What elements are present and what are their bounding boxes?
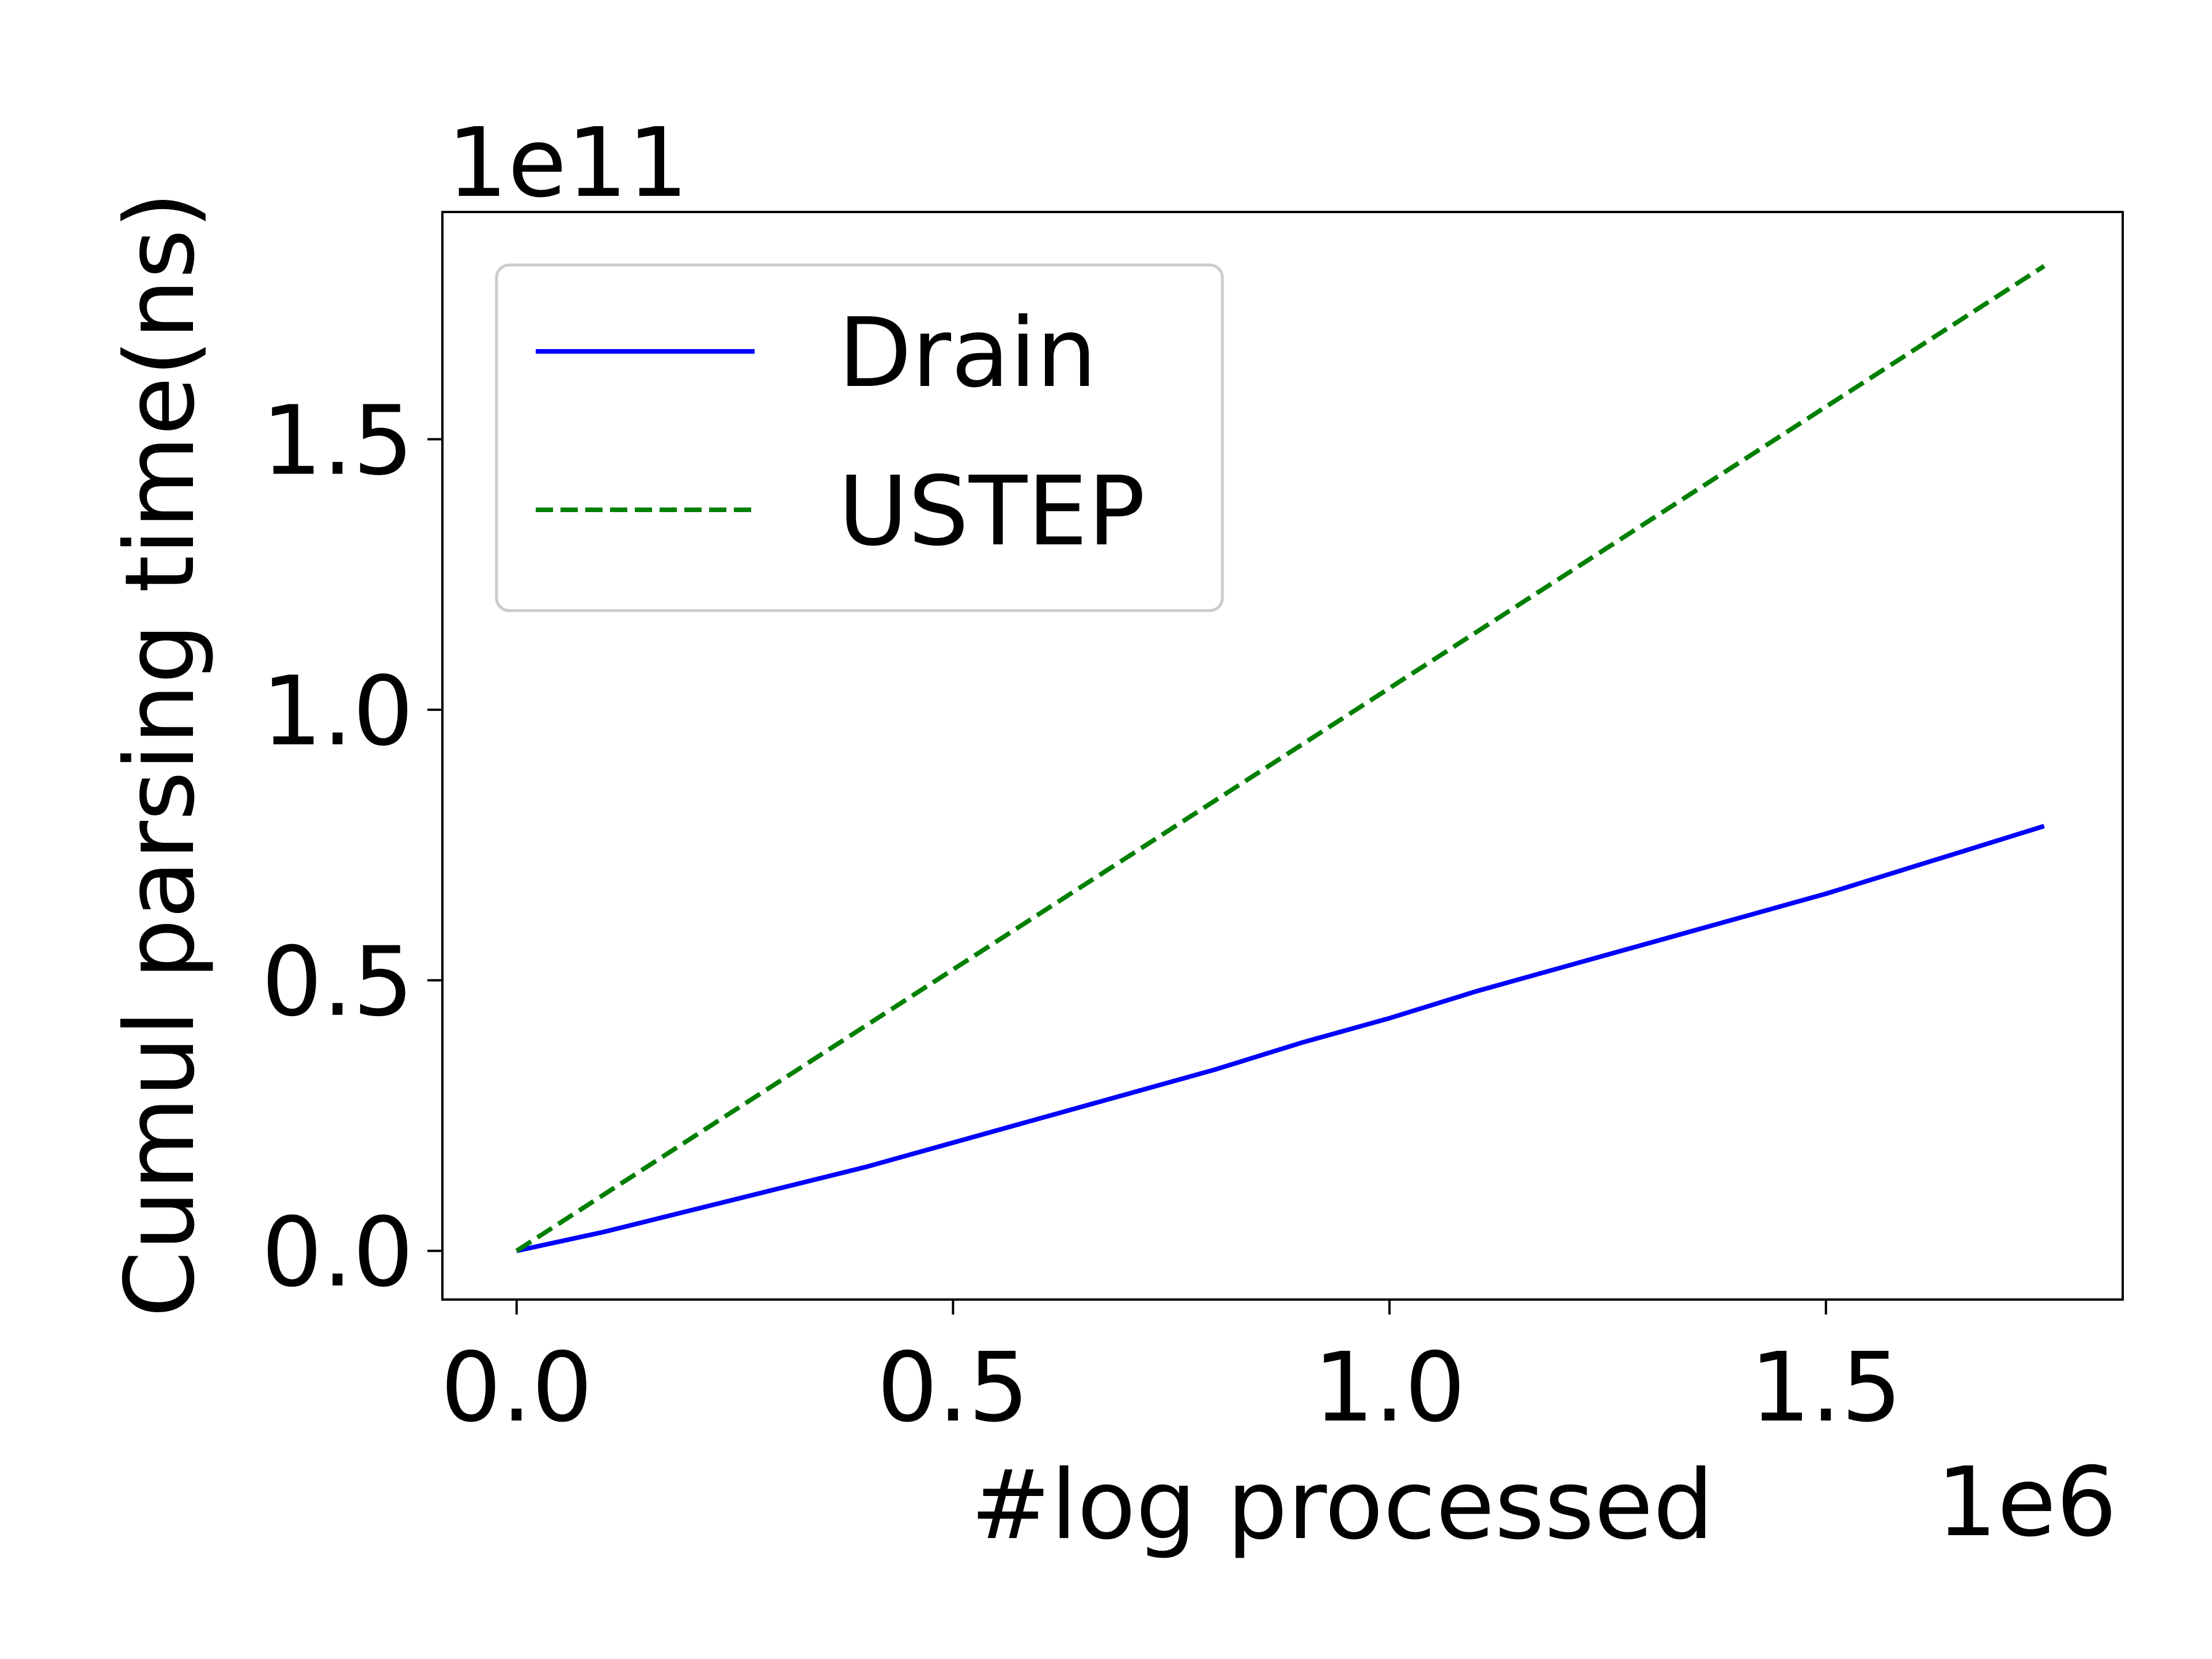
x-tick-label: 1.0 <box>1313 1332 1465 1444</box>
x-tick-label: 0.0 <box>441 1332 593 1444</box>
y-tick-label: 1.0 <box>262 656 414 767</box>
x-axis-offset-label: 1e6 <box>1937 1447 2117 1558</box>
y-axis-label: Cumul parsing time(ns) <box>105 192 216 1317</box>
y-tick-label: 1.5 <box>262 386 414 497</box>
legend-label-drain: Drain <box>838 298 1097 409</box>
x-axis-label: #log processed <box>971 1450 1714 1561</box>
y-axis-ticks: 0.0 0.5 1.0 1.5 <box>262 386 442 1308</box>
axes-frame <box>441 211 2124 1301</box>
y-tick-label: 0.0 <box>262 1197 414 1308</box>
plot-lines <box>515 264 2046 1253</box>
y-axis-offset-label: 1e11 <box>447 108 688 219</box>
series-line-ustep <box>515 264 2046 1253</box>
x-axis-ticks: 0.0 0.5 1.0 1.5 <box>441 1300 1902 1444</box>
y-tick-label: 0.5 <box>262 927 414 1038</box>
legend: Drain USTEP <box>495 263 1224 612</box>
x-tick-label: 1.5 <box>1750 1332 1902 1444</box>
legend-label-ustep: USTEP <box>838 456 1145 567</box>
x-tick-label: 0.5 <box>877 1332 1029 1444</box>
series-line-drain <box>516 824 2045 1253</box>
